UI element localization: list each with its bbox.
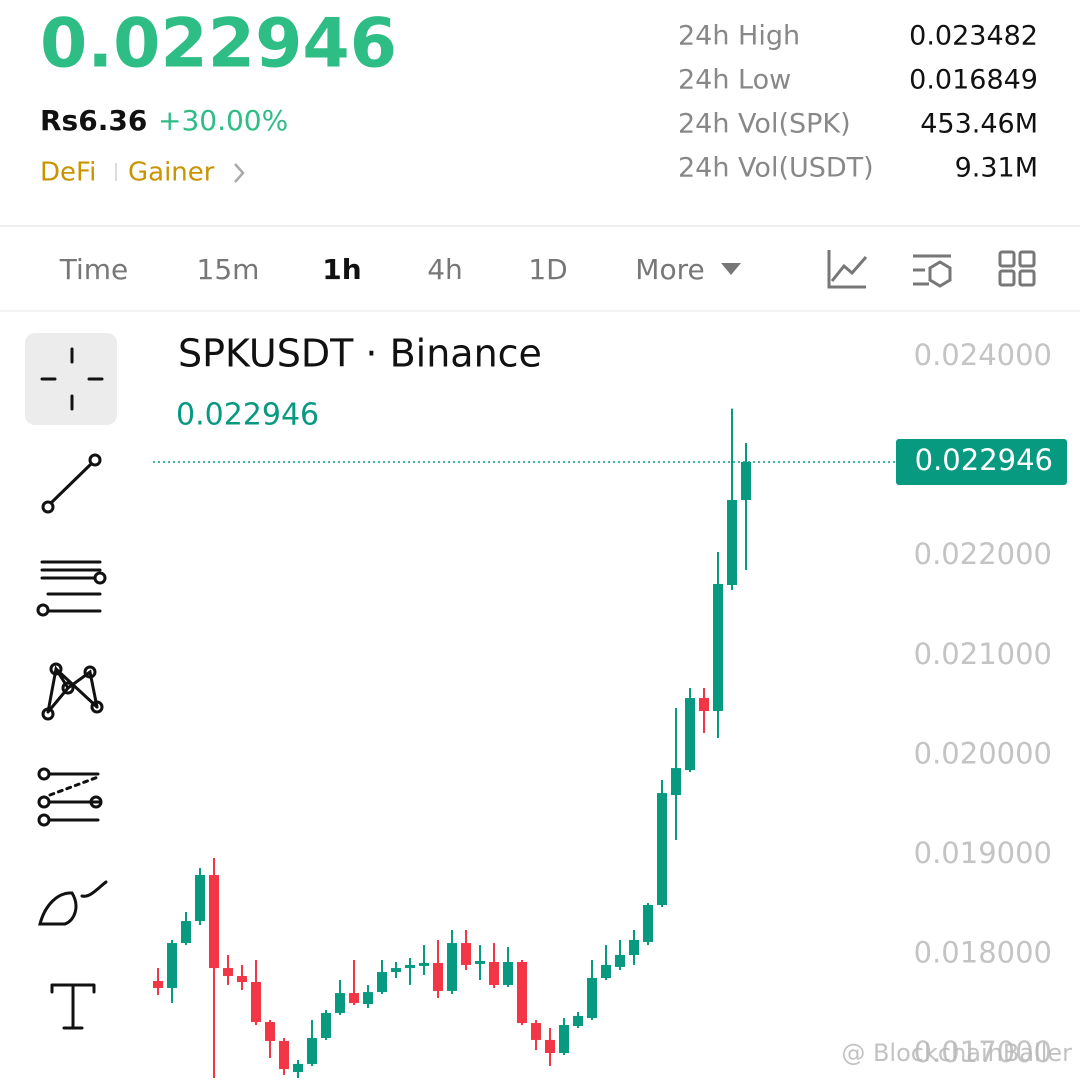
- candle-body: [741, 461, 751, 501]
- tabs: Time 15m 1h 4h 1D More: [59, 253, 705, 286]
- y-tick-label: 0.021000: [914, 637, 1052, 671]
- price: 0.022946: [40, 5, 397, 84]
- candle-body: [573, 1015, 583, 1027]
- crosshair-tool[interactable]: [40, 347, 104, 411]
- tab[interactable]: 4h: [427, 253, 463, 286]
- candle-body: [531, 1023, 541, 1040]
- candle-body: [433, 962, 443, 991]
- stat-value: 9.31M: [955, 153, 1038, 184]
- parallel-tool[interactable]: [36, 560, 107, 617]
- fib-tool[interactable]: [37, 767, 103, 827]
- candle-body: [153, 980, 163, 988]
- candle-body: [643, 905, 653, 942]
- candle-body: [335, 993, 345, 1013]
- candle-body: [657, 793, 667, 906]
- tab[interactable]: 15m: [197, 253, 260, 286]
- candle-body: [447, 943, 457, 991]
- stat-label: 24h Low: [678, 65, 791, 96]
- pattern-tool[interactable]: [41, 662, 104, 721]
- watermark: @ BlockchainBaller: [841, 1039, 1072, 1067]
- candle-body: [601, 964, 611, 979]
- candle-body: [503, 961, 513, 985]
- candle-body: [727, 500, 737, 585]
- candle-body: [461, 943, 471, 965]
- candle-body: [713, 584, 723, 711]
- tag[interactable]: Gainer: [128, 158, 215, 188]
- brush-tool[interactable]: [38, 880, 108, 926]
- tab[interactable]: 1D: [528, 253, 567, 286]
- y-tick-label: 0.017000: [914, 1035, 1052, 1069]
- y-tick-label: 0.020000: [914, 736, 1052, 770]
- chevron[interactable]: [234, 163, 245, 183]
- chart-type-icon[interactable]: [827, 250, 868, 289]
- layout-icon[interactable]: [998, 250, 1036, 287]
- tab[interactable]: 1h: [322, 253, 361, 286]
- y-tick-label: 0.024000: [914, 338, 1052, 372]
- candle-body: [489, 961, 499, 985]
- stat-value: 0.023482: [909, 21, 1038, 52]
- text-tool[interactable]: [50, 983, 96, 1030]
- candle-body: [363, 992, 373, 1005]
- candle-body: [181, 921, 191, 944]
- tab[interactable]: Time: [59, 253, 129, 286]
- y-tick-label: 0.022000: [914, 537, 1052, 571]
- candle-body: [167, 943, 177, 988]
- stats: 24h High 0.023482 24h Low 0.016849 24h Vol(S…: [678, 21, 1038, 184]
- candle-body: [699, 698, 709, 711]
- candle-body: [391, 968, 401, 973]
- candle-body: [405, 964, 415, 969]
- candle-body: [475, 960, 485, 964]
- candle-body: [209, 875, 219, 969]
- tag[interactable]: DeFi: [40, 158, 96, 188]
- candle-body: [419, 962, 429, 966]
- chart: 0.017000 0.018000 0.019000 0.020000 0.021000…: [153, 338, 1067, 1079]
- candle-body: [237, 976, 247, 982]
- tool-selected[interactable]: [25, 333, 117, 425]
- stat-label: 24h Vol(USDT): [678, 153, 874, 184]
- fiat-price: Rs6.36: [40, 104, 147, 137]
- chart-price: 0.022946: [176, 398, 319, 433]
- y-tick-label: 0.019000: [914, 836, 1052, 870]
- candle-body: [279, 1040, 289, 1070]
- candle-body: [223, 968, 233, 977]
- candle-body: [195, 875, 205, 922]
- stat-value: 0.016849: [909, 65, 1038, 96]
- candle-body: [321, 1012, 331, 1038]
- stat-label: 24h Vol(SPK): [678, 109, 851, 140]
- stat-value: 453.46M: [920, 109, 1038, 140]
- candle-body: [517, 961, 527, 1024]
- candle-body: [671, 768, 681, 796]
- indicator-icon[interactable]: [913, 254, 952, 288]
- candle-body: [629, 939, 639, 956]
- last-price-label: 0.022946: [915, 443, 1053, 477]
- change: +30.00%: [158, 104, 288, 137]
- last-price-tag: [896, 438, 1067, 485]
- candle-body: [685, 698, 695, 771]
- candle-body: [265, 1022, 275, 1041]
- candle-body: [251, 981, 261, 1023]
- candle-body: [307, 1037, 317, 1064]
- dropdown-arrow[interactable]: [721, 263, 741, 275]
- candle-body: [545, 1039, 555, 1054]
- candle-body: [377, 972, 387, 993]
- candle-body: [559, 1025, 569, 1054]
- line-tool[interactable]: [41, 453, 102, 514]
- y-tick-label: 0.018000: [914, 936, 1052, 970]
- tab[interactable]: More: [635, 253, 704, 286]
- stat-label: 24h High: [678, 21, 800, 52]
- candle-body: [293, 1063, 303, 1073]
- candle-body: [615, 955, 625, 967]
- candle-body: [349, 993, 359, 1004]
- candle-body: [587, 978, 597, 1019]
- chart-title: SPKUSDT · Binance: [178, 332, 542, 376]
